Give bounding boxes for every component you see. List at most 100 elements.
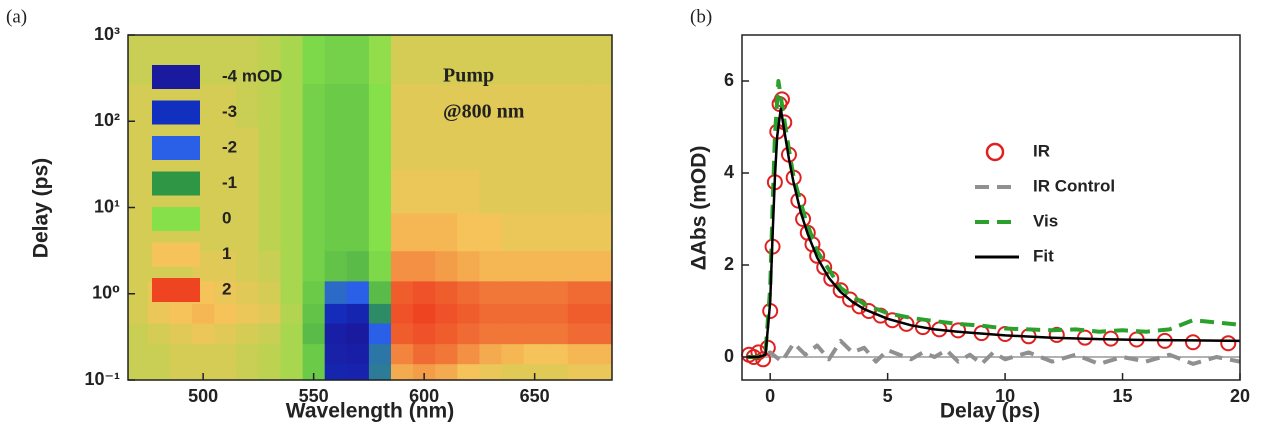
heat-cell (435, 303, 458, 324)
heat-cell (346, 83, 370, 128)
heat-cell (567, 280, 591, 304)
heat-cell (567, 343, 591, 365)
heat-cell (589, 343, 613, 365)
y-tick-label: 6 (724, 70, 734, 90)
heat-cell (479, 169, 503, 214)
x-tick-label: 500 (188, 386, 218, 406)
heat-cell (413, 35, 436, 85)
heat-cell (236, 126, 259, 171)
heat-cell (302, 363, 326, 381)
heat-cell (280, 280, 304, 304)
heat-cell (545, 280, 569, 304)
heat-cell (324, 212, 348, 252)
heat-cell (567, 169, 591, 214)
y-tick-label: 10⁻¹ (84, 369, 120, 389)
x-tick-label: 20 (1230, 386, 1250, 406)
heat-cell (128, 280, 149, 304)
heat-cell (324, 169, 348, 214)
heat-cell (413, 83, 436, 128)
heat-cell (128, 35, 149, 85)
heat-cell (302, 169, 326, 214)
heat-cell (346, 303, 370, 324)
heat-cell (128, 250, 149, 282)
heat-cell (236, 250, 259, 282)
heat-cell (236, 212, 259, 252)
heat-cell (567, 212, 591, 252)
heat-cell (214, 322, 237, 345)
heat-cell (147, 322, 171, 345)
heat-cell (413, 250, 436, 282)
heat-cell (390, 169, 414, 214)
heat-cell (128, 212, 149, 252)
heat-cell (346, 363, 370, 381)
legend-label: 2 (222, 279, 231, 298)
heat-cell (368, 363, 392, 381)
heat-cell (236, 343, 259, 365)
x-tick-label: 5 (883, 386, 893, 406)
heat-cell (324, 322, 348, 345)
heat-cell (368, 250, 392, 282)
y-axis-label: Delay (ps) (30, 158, 53, 258)
heat-cell (413, 169, 436, 214)
heat-cell (435, 363, 458, 381)
heat-cell (302, 343, 326, 365)
heat-cell (501, 212, 525, 252)
heat-cell (258, 169, 282, 214)
heat-cell (214, 83, 237, 128)
heat-cell (457, 250, 480, 282)
heat-cell (390, 83, 414, 128)
legend-label: IR Control (1033, 176, 1115, 195)
heat-cell (368, 280, 392, 304)
heat-cell (258, 280, 282, 304)
heat-cell (214, 343, 237, 365)
heat-cell (368, 212, 392, 252)
heat-cell (346, 343, 370, 365)
y-axis-label: ΔAbs (mOD) (688, 146, 711, 271)
heat-cell (545, 126, 569, 171)
legend-label: 0 (222, 208, 231, 227)
heat-cell (236, 169, 259, 214)
heat-cell (147, 343, 171, 365)
heat-cell (258, 322, 282, 345)
legend-label: -3 (222, 102, 237, 121)
heat-cell (589, 280, 613, 304)
series-line (746, 107, 1241, 359)
heat-cell (302, 303, 326, 324)
heat-cell (479, 35, 503, 85)
heat-cell (346, 169, 370, 214)
heat-cell (589, 322, 613, 345)
heat-cell (589, 169, 613, 214)
series-line (746, 338, 1241, 366)
heat-cell (523, 343, 547, 365)
legend-swatch (152, 100, 200, 125)
x-axis-label: Wavelength (nm) (286, 400, 454, 423)
heat-cell (236, 303, 259, 324)
heat-cell (236, 363, 259, 381)
heat-cell (501, 303, 525, 324)
heat-cell (413, 363, 436, 381)
heat-cell (346, 322, 370, 345)
heat-cell (368, 126, 392, 171)
heat-cell (236, 83, 259, 128)
heat-cell (589, 212, 613, 252)
x-tick-label: 550 (299, 386, 329, 406)
heat-cell (545, 212, 569, 252)
heat-cell (128, 169, 149, 214)
heat-cell (457, 169, 480, 214)
heat-cell (258, 83, 282, 128)
legend-label: -2 (222, 137, 237, 156)
heat-cell (236, 35, 259, 85)
legend-swatch (152, 278, 200, 302)
heat-cell (214, 212, 237, 252)
heat-cell (324, 250, 348, 282)
heat-cell (523, 212, 547, 252)
heat-cell (169, 363, 193, 381)
heat-cell (501, 280, 525, 304)
heat-cell (479, 363, 503, 381)
heat-cell (280, 83, 304, 128)
series-line (746, 79, 1241, 359)
x-tick-label: 15 (1113, 386, 1133, 406)
heat-cell (147, 303, 171, 324)
legend-swatch (152, 242, 200, 267)
